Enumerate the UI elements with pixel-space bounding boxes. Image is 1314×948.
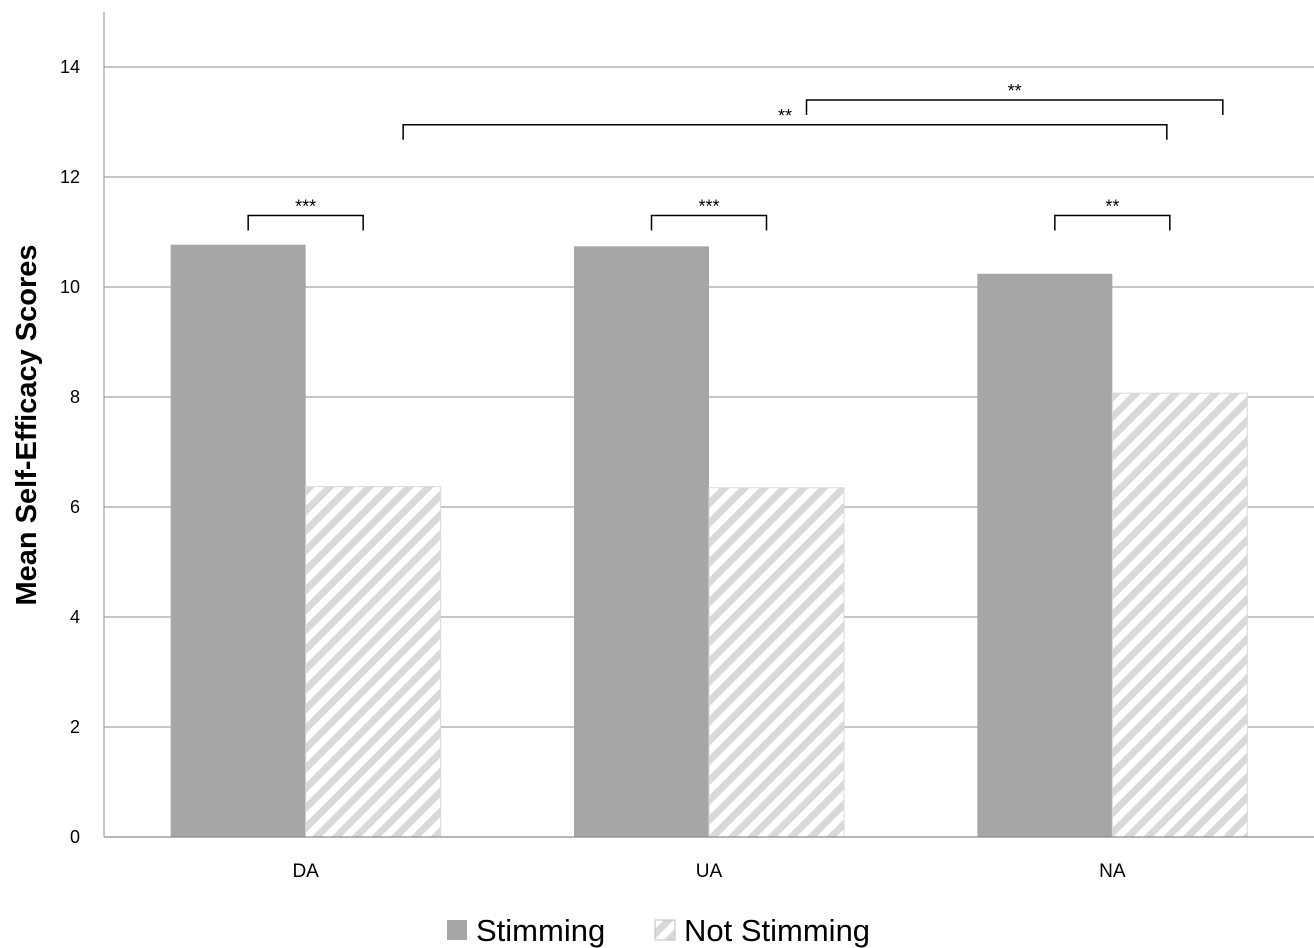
bars [170, 244, 1248, 838]
bar-na-stimming [977, 273, 1113, 837]
significance-annotations: *** *** ****** [247, 81, 1224, 231]
significance-bracket: ** [402, 106, 1168, 140]
legend-swatch [654, 919, 676, 941]
legend-label: Not Stimming [684, 913, 870, 948]
y-tick-label: 6 [70, 497, 80, 517]
bar-da-stimming [170, 244, 306, 837]
significance-label: *** [698, 197, 719, 217]
significance-label: ** [1105, 197, 1119, 217]
significance-bracket: *** [247, 197, 364, 231]
y-tick-label: 0 [70, 827, 80, 847]
bracket-line [805, 99, 1224, 115]
significance-bracket: ** [1054, 197, 1171, 231]
bracket-line [1054, 214, 1171, 231]
y-tick-label: 14 [60, 57, 80, 77]
bracket-line [402, 124, 1168, 140]
y-tick-label: 8 [70, 387, 80, 407]
y-tick-label: 4 [70, 607, 80, 627]
significance-label: *** [295, 197, 316, 217]
legend-swatch [447, 920, 467, 940]
x-tick-label: NA [1099, 861, 1126, 882]
significance-label: ** [778, 106, 792, 126]
bracket-line [247, 214, 364, 231]
significance-bracket: *** [650, 197, 768, 231]
legend-label: Stimming [476, 913, 605, 948]
significance-label: ** [1008, 81, 1022, 101]
bracket-line [650, 214, 768, 231]
significance-bracket: ** [805, 81, 1224, 115]
bar-na-not-stimming [1111, 392, 1248, 838]
x-axis: DA UA NA [104, 836, 1314, 882]
bar-ua-not-stimming [708, 487, 845, 838]
y-axis-label: Mean Self-Efficacy Scores [11, 244, 43, 605]
y-tick-label: 10 [60, 277, 80, 297]
y-tick-label: 12 [60, 167, 80, 187]
bar-ua-stimming [574, 246, 709, 838]
x-tick-label: UA [696, 861, 723, 882]
legend: Stimming Not Stimming [447, 913, 870, 948]
bar-da-not-stimming [305, 486, 442, 838]
y-axis: 0 2 4 6 8 10 12 14 [60, 12, 105, 847]
x-tick-label: DA [292, 861, 319, 882]
y-tick-label: 2 [70, 717, 80, 737]
